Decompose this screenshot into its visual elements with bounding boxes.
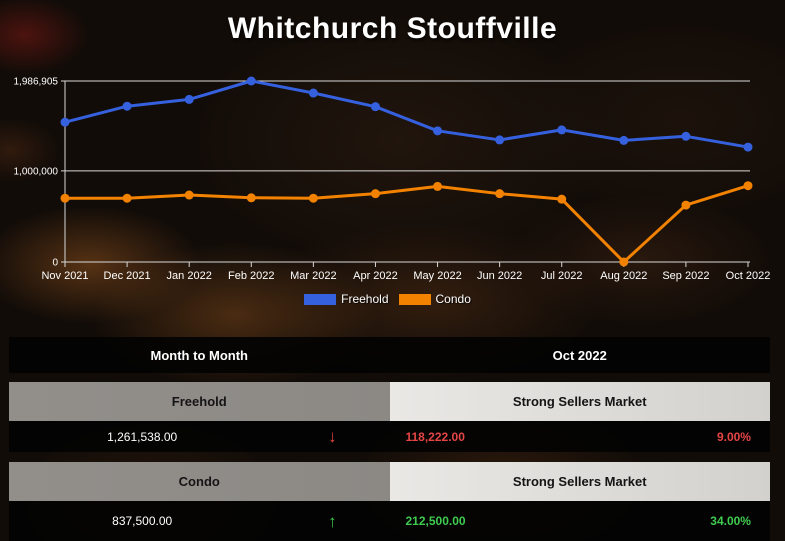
condo-point xyxy=(60,193,70,203)
freehold-point xyxy=(557,125,567,135)
condo-change-percent: 34.00% xyxy=(710,514,751,528)
x-axis-tick-label: Jul 2022 xyxy=(541,270,583,282)
x-axis-tick-label: Jun 2022 xyxy=(477,270,522,282)
freehold-point xyxy=(619,135,629,145)
condo-market-status: Strong Sellers Market xyxy=(389,462,770,501)
y-axis-tick-label: 1,000,000 xyxy=(14,166,59,177)
freehold-point xyxy=(60,117,70,127)
price-trend-chart: 1,986,905 1,000,000 0 Nov 2021 Dec 2021 Jan 2… xyxy=(14,76,771,282)
arrow-down-icon: ↓ xyxy=(328,427,337,446)
freehold-data-row: 1,261,538.00 ↓ 118,222.00 9.00% xyxy=(9,421,770,452)
x-axis-tick-label: Nov 2021 xyxy=(41,270,88,282)
condo-legend-swatch-icon xyxy=(398,293,431,305)
freehold-point xyxy=(122,101,132,111)
freehold-point xyxy=(370,102,380,112)
freehold-section-row: Freehold Strong Sellers Market xyxy=(9,382,770,421)
freehold-section-label: Freehold xyxy=(9,382,390,421)
header-month-to-month: Month to Month xyxy=(150,347,248,363)
page-title: Whitchurch Stouffville xyxy=(227,12,558,45)
x-axis-tick-label: Oct 2022 xyxy=(726,270,771,282)
condo-point xyxy=(246,193,256,203)
y-axis-tick-label: 0 xyxy=(52,258,58,269)
freehold-line xyxy=(63,79,750,149)
condo-point xyxy=(122,193,132,203)
arrow-up-icon: ↑ xyxy=(328,511,337,531)
x-axis-tick-label: May 2022 xyxy=(413,270,461,282)
freehold-point xyxy=(246,76,256,86)
condo-section-row: Condo Strong Sellers Market xyxy=(9,462,770,501)
x-axis-tick-label: Mar 2022 xyxy=(290,270,336,282)
x-axis-tick-label: Sep 2022 xyxy=(662,270,709,282)
freehold-point xyxy=(743,142,753,152)
condo-point xyxy=(495,189,505,199)
freehold-point xyxy=(681,131,691,141)
condo-current-value: 837,500.00 xyxy=(112,514,173,528)
freehold-point xyxy=(495,135,505,145)
table-header-row: Month to Month Oct 2022 xyxy=(9,337,770,373)
freehold-legend-label: Freehold xyxy=(341,292,389,306)
y-axis-tick-label: 1,986,905 xyxy=(14,77,59,88)
condo-section-label: Condo xyxy=(9,462,390,501)
condo-point xyxy=(433,181,443,191)
condo-data-row: 837,500.00 ↑ 212,500.00 34.00% xyxy=(9,501,770,541)
condo-point xyxy=(557,194,567,204)
x-axis-tick-label: Apr 2022 xyxy=(353,270,398,282)
condo-point xyxy=(308,193,318,203)
header-current-month: Oct 2022 xyxy=(552,347,607,363)
condo-point xyxy=(184,190,194,200)
freehold-point xyxy=(433,126,443,136)
condo-point xyxy=(743,181,753,191)
freehold-market-status: Strong Sellers Market xyxy=(389,382,770,421)
condo-point xyxy=(619,257,629,267)
condo-line xyxy=(63,184,750,264)
condo-change-amount: 212,500.00 xyxy=(405,514,466,528)
chart-legend: Freehold Condo xyxy=(0,291,785,307)
freehold-point xyxy=(184,94,194,104)
x-axis-tick-label: Feb 2022 xyxy=(228,270,274,282)
condo-point xyxy=(370,189,380,199)
freehold-point xyxy=(308,88,318,98)
freehold-current-value: 1,261,538.00 xyxy=(107,429,178,444)
x-axis-tick-label: Dec 2021 xyxy=(104,270,151,282)
condo-point xyxy=(681,200,691,210)
freehold-legend-swatch-icon xyxy=(304,293,337,305)
x-axis-tick-label: Jan 2022 xyxy=(167,270,212,282)
x-axis-tick-label: Aug 2022 xyxy=(600,270,647,282)
market-summary-table: Month to Month Oct 2022 Freehold Strong … xyxy=(9,337,770,541)
condo-legend-label: Condo xyxy=(435,292,471,306)
freehold-change-amount: 118,222.00 xyxy=(405,429,465,444)
freehold-change-percent: 9.00% xyxy=(716,429,751,444)
